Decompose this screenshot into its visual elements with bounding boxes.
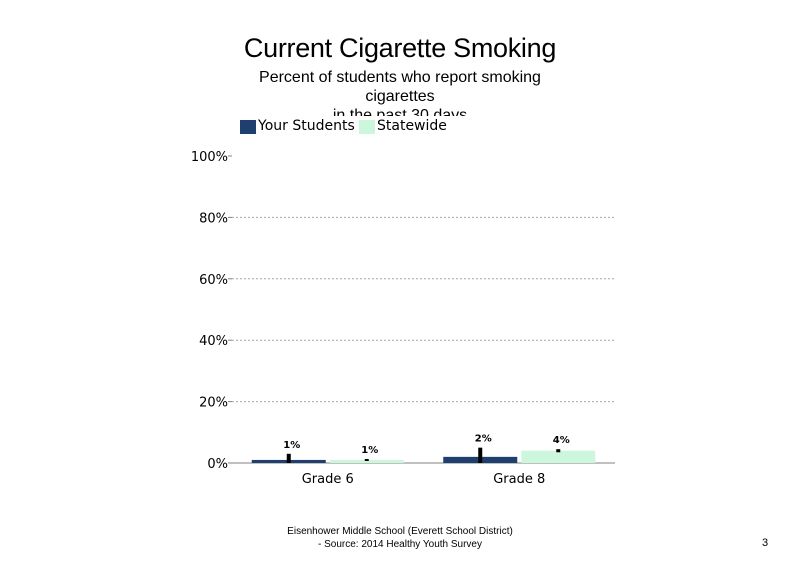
bar	[329, 459, 404, 463]
y-tick-label: 0%	[207, 457, 228, 472]
chart-title: Current Cigarette Smoking	[243, 33, 557, 63]
data-label: 4%	[553, 435, 570, 446]
y-tick-label: 60%	[199, 273, 228, 288]
error-bar	[478, 447, 483, 463]
data-label: 2%	[475, 434, 492, 445]
y-tick-label: 100%	[191, 150, 228, 165]
y-tick-label: 80%	[199, 211, 228, 226]
subtitle-line-1: Percent of students who report smoking	[259, 69, 541, 86]
footer-line-2: - Source: 2014 Healthy Youth Survey	[318, 539, 482, 550]
page-number: 3	[762, 537, 769, 549]
error-bar	[286, 453, 291, 463]
chart-subtitle: Percent of students who report smoking c…	[248, 68, 552, 116]
subtitle-line-2: cigarettes	[365, 88, 435, 105]
footer-line-1: Eisenhower Middle School (Everett School…	[287, 526, 513, 537]
error-bar	[364, 459, 369, 462]
x-tick-label: Grade 8	[493, 472, 545, 487]
bar	[521, 450, 596, 463]
footer-source: Eisenhower Middle School (Everett School…	[200, 525, 600, 551]
error-bar	[556, 449, 561, 453]
data-label: 1%	[361, 445, 378, 456]
subtitle-line-3: in the past 30 days	[332, 107, 468, 116]
data-label: 1%	[283, 440, 300, 451]
y-tick-label: 40%	[199, 334, 228, 349]
legend-swatch-your-students	[240, 120, 256, 134]
y-tick-label: 20%	[199, 396, 228, 411]
legend-swatch-statewide	[359, 120, 375, 134]
legend-label-statewide: Statewide	[377, 118, 447, 134]
x-tick-label: Grade 6	[302, 472, 354, 487]
legend-label-your-students: Your Students	[258, 118, 355, 134]
